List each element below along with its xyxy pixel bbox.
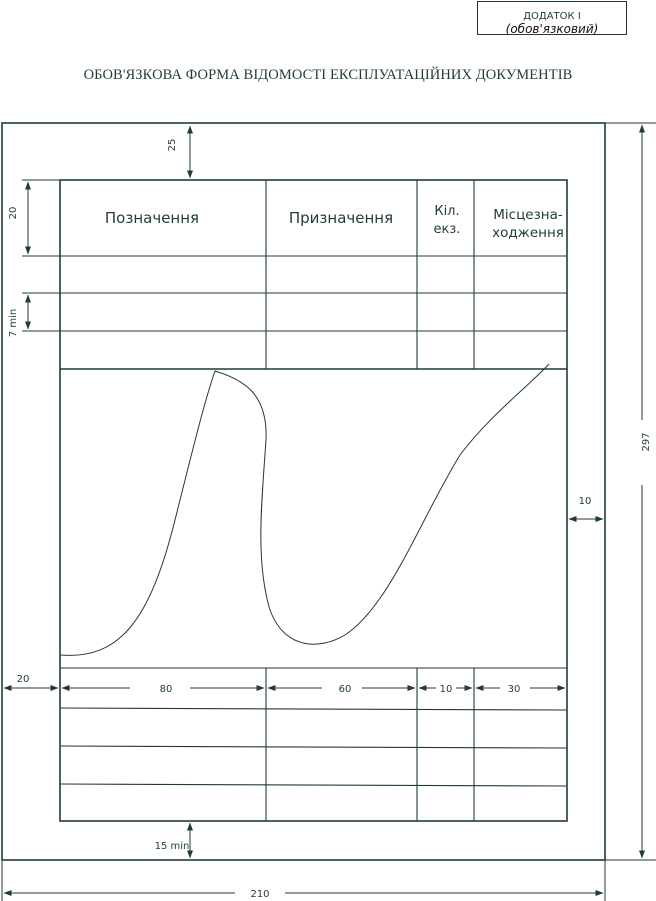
header-quantity-line1: Кіл. <box>434 204 459 219</box>
header-location-line1: Місцезна- <box>493 207 563 223</box>
dim-col2: 60 <box>339 684 352 695</box>
dim-sheet-width: 210 <box>250 889 269 900</box>
header-quantity-line2: екз. <box>434 222 461 237</box>
appendix-label: ДОДАТОК I <box>523 11 581 22</box>
document-title: ОБОВ'ЯЗКОВА ФОРМА ВІДОМОСТІ ЕКСПЛУАТАЦІЙ… <box>83 67 573 83</box>
dim-left-margin: 20 <box>17 674 30 685</box>
form-border <box>59 179 568 822</box>
dim-col1: 80 <box>160 684 173 695</box>
omission-curve <box>59 363 550 656</box>
table-grid <box>59 180 568 821</box>
header-designation: Позначення <box>105 209 199 227</box>
dim-row-height: 7 min <box>8 309 19 337</box>
dim-bottom-margin: 15 min <box>155 841 190 852</box>
appendix-stamp: ДОДАТОК I (обов'язковий) <box>477 1 627 36</box>
sheet-border <box>1 122 606 861</box>
dim-right-margin: 10 <box>579 496 592 507</box>
dim-col4: 30 <box>508 684 521 695</box>
appendix-type-label: (обов'язковий) <box>505 22 599 36</box>
dim-top-margin: 25 <box>167 139 178 152</box>
header-purpose: Призначення <box>289 209 393 227</box>
dim-sheet-height: 297 <box>641 432 652 451</box>
dim-header-height: 20 <box>8 207 19 220</box>
header-location-line2: ходження <box>492 225 564 241</box>
dim-col3: 10 <box>440 684 453 695</box>
